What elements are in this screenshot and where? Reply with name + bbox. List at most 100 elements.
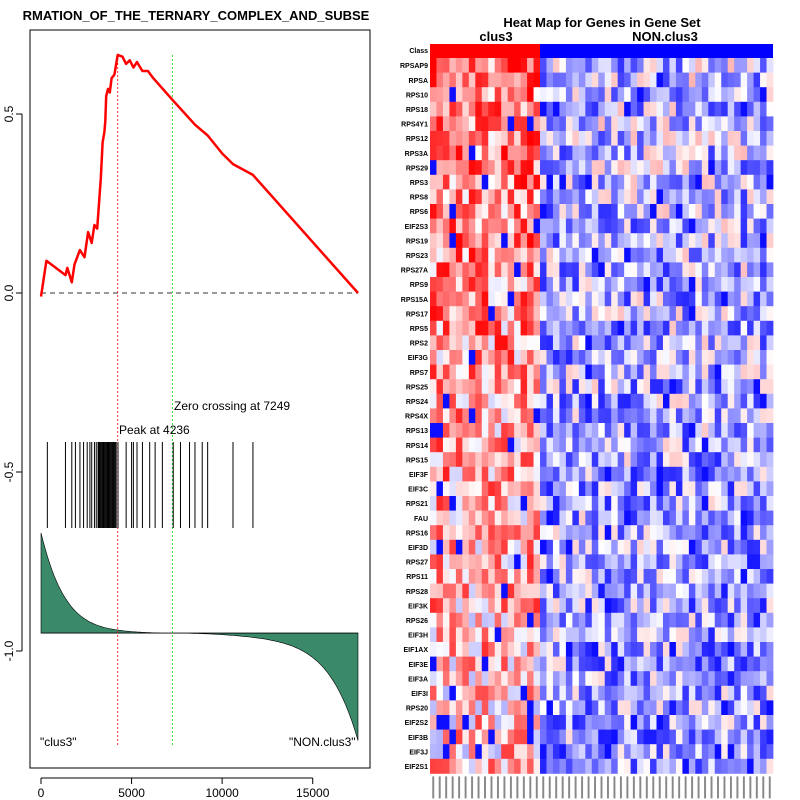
heatmap-cell [643, 452, 651, 468]
heatmap-cell [662, 408, 670, 424]
heatmap-cell [591, 233, 599, 249]
heatmap-cell [656, 452, 664, 468]
peak-label: Peak at 4236 [119, 423, 190, 437]
heatmap-cell [675, 481, 683, 497]
heatmap-cell [598, 627, 606, 643]
heatmap-cell [520, 481, 528, 497]
heatmap-cell [442, 496, 450, 511]
heatmap-cell [650, 247, 657, 263]
heatmap-cell [559, 642, 567, 657]
heatmap-cell [650, 685, 657, 701]
heatmap-cell [585, 101, 593, 117]
heatmap-cell [442, 262, 450, 278]
heatmap-cell [585, 306, 593, 322]
heatmap-cell [662, 320, 670, 336]
heatmap-cell [753, 58, 761, 73]
heatmap-cell [572, 306, 580, 322]
heatmap-cell [546, 583, 554, 599]
heatmap-cell [747, 466, 754, 482]
y-tick-label: -1.0 [2, 640, 16, 661]
heatmap-cell [662, 598, 670, 614]
heatmap-cell [624, 306, 632, 322]
heatmap-cell [565, 569, 573, 584]
heatmap-cell [753, 671, 761, 687]
heatmap-cell [766, 539, 774, 555]
heatmap-cell [611, 101, 619, 117]
heatmap-cell [753, 700, 761, 716]
heatmap-cell [714, 87, 722, 103]
heatmap-cell [760, 393, 767, 409]
heatmap-cell [501, 174, 509, 190]
heatmap-cell [501, 408, 509, 424]
heatmap-cell [462, 320, 470, 336]
heatmap-cell [669, 408, 677, 424]
heatmap-cell [572, 583, 580, 599]
heatmap-cell [507, 350, 515, 365]
heatmap-cell [714, 496, 722, 511]
heatmap-cell [688, 174, 696, 190]
heatmap-cell [721, 87, 729, 103]
heatmap-cell [643, 729, 651, 745]
heatmap-cell [675, 642, 683, 657]
heatmap-cell [624, 671, 632, 687]
heatmap-cell [727, 145, 735, 161]
heatmap-cell [565, 452, 573, 468]
heatmap-cell [501, 72, 509, 88]
heatmap-cell [669, 612, 677, 628]
heatmap-cell [430, 452, 437, 468]
heatmap-cell [449, 758, 457, 774]
heatmap-cell [630, 627, 638, 643]
heatmap-cell [591, 466, 599, 482]
heatmap-cell [727, 423, 735, 438]
heatmap-cell [488, 262, 496, 278]
heatmap-cell [533, 612, 541, 628]
heatmap-cell [682, 583, 690, 599]
heatmap-cell [449, 291, 457, 307]
heatmap-cell [559, 583, 567, 599]
heatmap-cell [520, 189, 528, 205]
heatmap-cell [617, 291, 625, 307]
heatmap-cell [527, 189, 534, 205]
heatmap-cell [669, 758, 677, 774]
heatmap-cell [565, 262, 573, 278]
heatmap-cell [449, 569, 457, 584]
heatmap-cell [708, 758, 716, 774]
heatmap-cell [766, 612, 774, 628]
heatmap-cell [559, 408, 567, 424]
heatmap-cell [669, 671, 677, 687]
y-tick-label: -0.5 [2, 461, 16, 482]
heatmap-cell [669, 729, 677, 745]
heatmap-cell [475, 174, 483, 190]
heatmap-cell [591, 452, 599, 468]
heatmap-cell [481, 452, 489, 468]
heatmap-cell [708, 700, 716, 716]
heatmap-cell [455, 408, 463, 424]
heatmap-cell [494, 101, 502, 117]
heatmap-cell [714, 758, 722, 774]
heatmap-cell [514, 496, 521, 511]
heatmap-cell [533, 131, 541, 146]
heatmap-cell [656, 58, 664, 73]
heatmap-cell [650, 554, 657, 570]
heatmap-cell [604, 393, 612, 409]
heatmap-cell [559, 277, 567, 292]
heatmap-cell [714, 437, 722, 453]
heatmap-cell [514, 379, 521, 395]
heatmap-cell [585, 72, 593, 88]
heatmap-cell [527, 700, 534, 716]
heatmap-cell [721, 306, 729, 322]
heatmap-cell [455, 87, 463, 103]
heatmap-cell [442, 58, 450, 73]
heatmap-cell [501, 58, 509, 73]
heatmap-cell [488, 393, 496, 409]
heatmap-cell [442, 72, 450, 88]
heatmap-cell [682, 627, 690, 643]
heatmap-cell [462, 145, 470, 161]
sample-label-mark [516, 776, 519, 799]
heatmap-cell [455, 393, 463, 409]
heatmap-cell [455, 744, 463, 760]
gene-label: RPS11 [406, 574, 428, 581]
heatmap-cell [455, 627, 463, 643]
heatmap-cell [747, 525, 754, 541]
heatmap-cell [468, 291, 476, 307]
